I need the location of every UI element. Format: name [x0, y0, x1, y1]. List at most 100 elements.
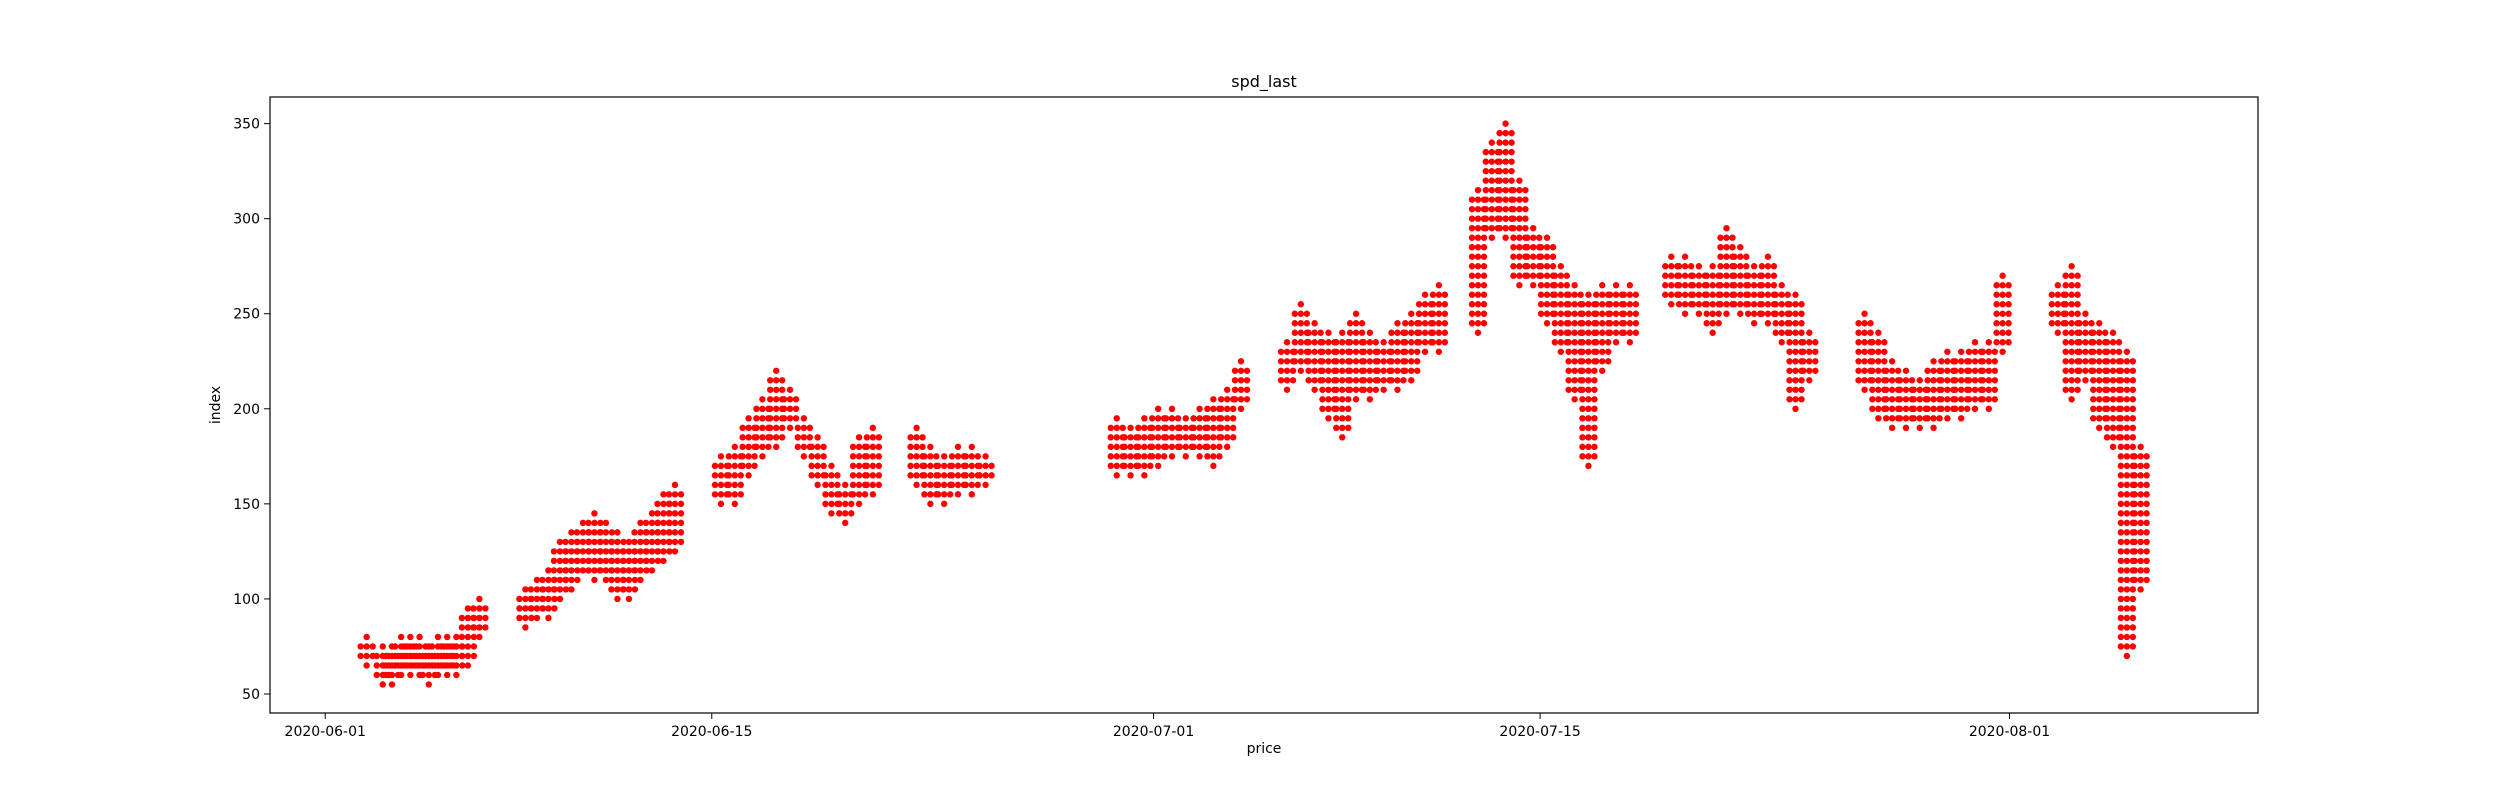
scatter-point	[660, 519, 667, 527]
scatter-point	[1551, 310, 1559, 317]
scatter-point	[2131, 538, 2138, 546]
scatter-point	[1374, 358, 1381, 365]
scatter-point	[717, 481, 725, 489]
scatter-point	[1366, 329, 1374, 336]
scatter-point	[1339, 377, 1346, 384]
scatter-point	[1488, 139, 1495, 146]
scatter-point	[1882, 386, 1890, 393]
scatter-point	[1709, 301, 1716, 308]
scatter-point	[1319, 339, 1326, 346]
scatter-point	[1311, 348, 1318, 355]
scatter-point	[1394, 348, 1401, 355]
scatter-point	[1593, 339, 1600, 346]
scatter-point	[954, 462, 962, 470]
scatter-point	[2137, 548, 2144, 555]
scatter-point	[1786, 320, 1793, 327]
scatter-point	[527, 586, 535, 593]
scatter-point	[2103, 367, 2111, 374]
scatter-point	[1855, 358, 1862, 365]
x-tick-label: 2020-07-01	[1113, 724, 1194, 740]
scatter-point	[1182, 415, 1189, 422]
scatter-point	[1744, 310, 1752, 317]
scatter-point	[1388, 348, 1395, 355]
scatter-point	[2117, 453, 2125, 460]
scatter-point	[533, 586, 541, 593]
scatter-point	[1944, 358, 1951, 365]
scatter-point	[1474, 205, 1482, 213]
x-tick-label: 2020-06-01	[285, 724, 366, 740]
scatter-point	[1593, 301, 1600, 308]
scatter-point	[913, 424, 920, 432]
scatter-point	[1229, 424, 1237, 432]
y-tick-label: 50	[242, 687, 260, 703]
scatter-point	[2062, 377, 2069, 384]
scatter-point	[1358, 329, 1366, 336]
scatter-point	[2137, 576, 2144, 584]
scatter-point	[1196, 443, 1203, 451]
scatter-point	[2143, 453, 2150, 460]
scatter-point	[1798, 320, 1805, 327]
scatter-point	[2117, 557, 2125, 565]
scatter-point	[1551, 291, 1559, 298]
scatter-point	[1441, 310, 1449, 317]
scatter-point	[2074, 386, 2081, 393]
scatter-point	[2117, 614, 2125, 622]
scatter-point	[2076, 320, 2083, 327]
scatter-point	[1579, 367, 1586, 374]
scatter-point	[1993, 301, 2000, 308]
scatter-point	[614, 567, 621, 574]
y-tick-label: 150	[233, 497, 260, 513]
scatter-point	[1510, 196, 1517, 203]
scatter-point	[2143, 510, 2150, 517]
scatter-point	[1778, 291, 1785, 298]
scatter-point	[954, 443, 962, 451]
scatter-point	[1888, 358, 1896, 365]
scatter-point	[428, 662, 436, 669]
scatter-point	[1516, 263, 1523, 270]
scatter-point	[671, 538, 679, 546]
scatter-point	[1415, 301, 1423, 308]
scatter-point	[550, 557, 558, 565]
scatter-point	[1565, 329, 1572, 336]
scatter-point	[1388, 329, 1395, 336]
scatter-point	[1875, 396, 1882, 403]
scatter-point	[1297, 358, 1305, 365]
scatter-point	[1319, 358, 1326, 365]
scatter-point	[556, 567, 564, 574]
scatter-point	[1591, 367, 1598, 374]
scatter-point	[2054, 329, 2062, 336]
scatter-point	[1593, 358, 1600, 365]
scatter-point	[470, 652, 478, 660]
scatter-point	[665, 510, 673, 517]
scatter-point	[1681, 282, 1689, 289]
scatter-point	[1435, 329, 1443, 336]
scatter-point	[1784, 291, 1791, 298]
scatter-point	[779, 386, 786, 393]
scatter-point	[2131, 529, 2138, 536]
scatter-point	[1930, 405, 1937, 413]
scatter-point	[1579, 348, 1586, 355]
scatter-point	[562, 538, 569, 546]
scatter-point	[579, 557, 587, 565]
scatter-point	[458, 633, 466, 641]
scatter-point	[1792, 339, 1799, 346]
scatter-point	[527, 595, 535, 603]
scatter-point	[1229, 405, 1237, 413]
scatter-point	[1237, 405, 1245, 413]
scatter-point	[751, 462, 758, 470]
scatter-point	[1441, 329, 1449, 336]
scatter-point	[1991, 367, 1998, 374]
scatter-point	[1537, 272, 1545, 279]
scatter-point	[1366, 396, 1374, 403]
scatter-point	[1333, 377, 1340, 384]
scatter-point	[1999, 301, 2006, 308]
scatter-point	[1758, 301, 1766, 308]
scatter-point	[1229, 415, 1237, 422]
scatter-point	[2137, 472, 2144, 479]
x-tick-label: 2020-07-15	[1499, 724, 1580, 740]
scatter-point	[822, 500, 829, 508]
scatter-point	[1231, 386, 1239, 393]
scatter-point	[522, 595, 529, 603]
scatter-point	[1346, 339, 1354, 346]
